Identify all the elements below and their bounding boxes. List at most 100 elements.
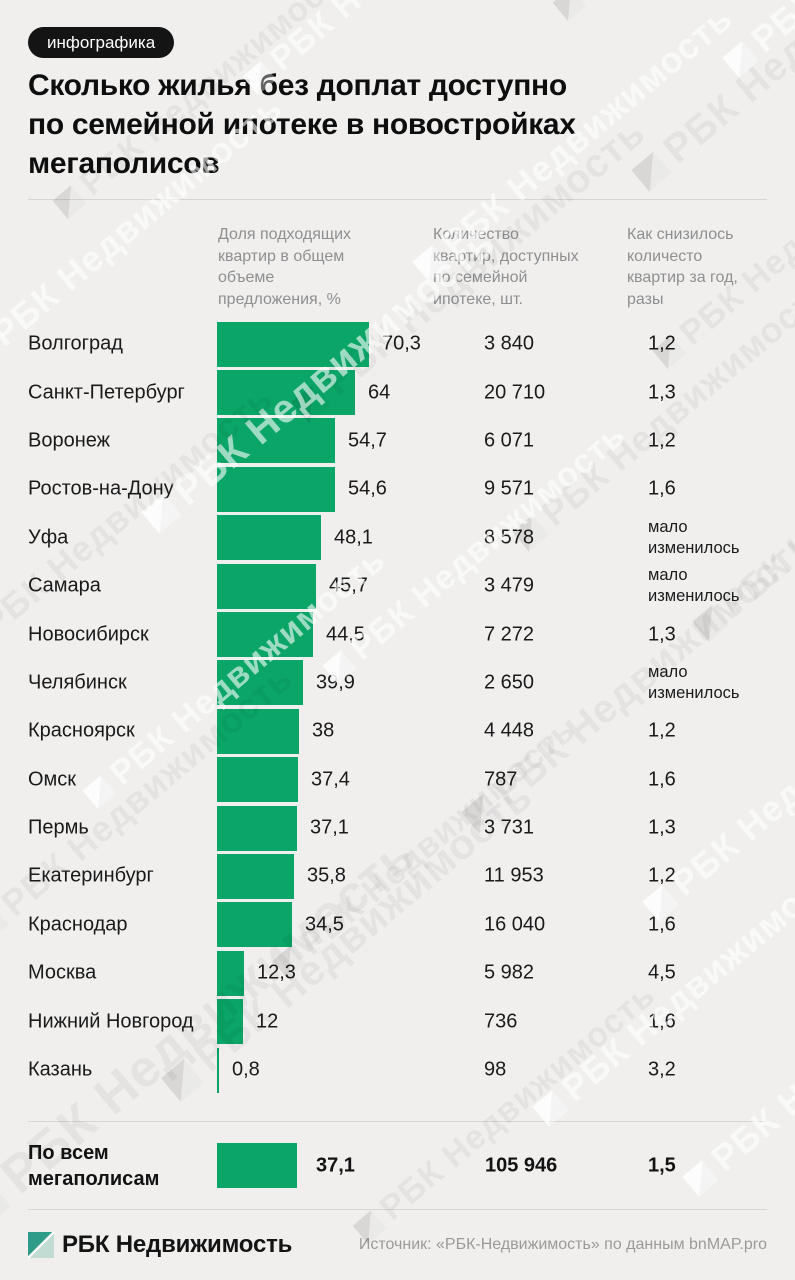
table-row: Ростов-на-Дону 54,6 9 571 1,6 — [0, 465, 795, 513]
city-label: Пермь — [28, 816, 89, 839]
count-value: 7 272 — [484, 623, 535, 646]
city-label: Ростов-на-Дону — [28, 477, 174, 500]
share-value: 37,1 — [310, 816, 349, 839]
summary-row: По всем мегаполисам 37,1 105 946 1,5 — [0, 1122, 795, 1209]
count-value: 20 710 — [484, 381, 546, 404]
count-value: 5 982 — [484, 961, 535, 984]
share-value: 39,9 — [316, 671, 355, 694]
drop-value: 1,6 — [648, 1010, 676, 1033]
table-row: Самара 45,7 3 479 мало изменилось — [0, 562, 795, 610]
count-value: 787 — [484, 768, 518, 791]
footer: РБК Недвижимость Источник: «РБК-Недвижим… — [0, 1209, 795, 1280]
drop-value: 1,2 — [648, 332, 676, 355]
share-value: 12,3 — [257, 961, 296, 984]
share-bar — [217, 563, 316, 609]
drop-value: 1,3 — [648, 816, 676, 839]
watermark-logo-icon — [552, 0, 587, 22]
column-header-count: Количество квартир, доступных по семейной и… — [433, 226, 579, 308]
divider-summary-bottom — [28, 1209, 767, 1210]
count-value: 6 071 — [484, 429, 535, 452]
drop-value: 1,6 — [648, 477, 676, 500]
column-header-share: Доля подходящих квартир в общем объеме пред… — [218, 226, 352, 308]
city-label: Нижний Новгород — [28, 1010, 194, 1033]
city-label: Новосибирск — [28, 623, 149, 646]
drop-value: 1,6 — [648, 768, 676, 791]
drop-value: 4,5 — [648, 961, 676, 984]
share-value: 44,5 — [326, 623, 365, 646]
share-bar — [217, 660, 303, 706]
drop-value: 1,2 — [648, 719, 676, 742]
share-value: 48,1 — [334, 526, 373, 549]
city-label: Москва — [28, 961, 97, 984]
chart-rows: Волгоград 70,3 3 840 1,2 Санкт-Петербург… — [0, 320, 795, 1094]
table-row: Санкт-Петербург 64 20 710 1,3 — [0, 368, 795, 416]
table-row: Воронеж 54,7 6 071 1,2 — [0, 417, 795, 465]
city-label: Краснодар — [28, 913, 128, 936]
share-bar — [217, 950, 244, 996]
share-value: 70,3 — [382, 332, 421, 355]
share-value: 64 — [368, 381, 391, 404]
watermark-text: РБК Недвижимость — [547, 0, 795, 26]
share-bar — [217, 321, 369, 367]
share-value: 38 — [312, 719, 335, 742]
city-label: Воронеж — [28, 429, 111, 452]
brand-name: РБК Недвижимость — [62, 1230, 293, 1258]
drop-value: мало изменилось — [648, 566, 740, 606]
watermark-text: РБК Недвижимость — [626, 0, 795, 198]
share-value: 54,7 — [348, 429, 387, 452]
badge-label: инфографика — [47, 33, 156, 52]
city-label: Омск — [28, 768, 77, 791]
share-value: 34,5 — [305, 913, 344, 936]
count-value: 11 953 — [484, 864, 544, 887]
count-value: 2 650 — [484, 671, 535, 694]
summary-label: По всем мегаполисам — [28, 1141, 160, 1190]
infographic-badge: инфографика — [28, 27, 175, 58]
share-value: 54,6 — [348, 477, 387, 500]
share-bar — [217, 418, 335, 464]
table-row: Екатеринбург 35,8 11 953 1,2 — [0, 852, 795, 900]
city-label: Челябинск — [28, 671, 127, 694]
share-value: 35,8 — [307, 864, 346, 887]
drop-value: мало изменилось — [648, 662, 740, 702]
share-value: 12 — [256, 1010, 279, 1033]
share-bar — [217, 853, 294, 899]
table-row: Красноярск 38 4 448 1,2 — [0, 707, 795, 755]
brand: РБК Недвижимость — [28, 1231, 292, 1259]
share-bar — [217, 612, 313, 658]
share-bar — [217, 999, 243, 1045]
city-label: Екатеринбург — [28, 864, 154, 887]
share-bar — [217, 902, 292, 948]
share-value: 45,7 — [329, 574, 368, 597]
watermark-text: РБК Недвижимость — [717, 0, 795, 83]
count-value: 98 — [484, 1058, 507, 1081]
table-row: Москва 12,3 5 982 4,5 — [0, 949, 795, 997]
table-row: Омск 37,4 787 1,6 — [0, 756, 795, 804]
count-value: 4 448 — [484, 719, 535, 742]
count-value: 3 479 — [484, 574, 535, 597]
share-bar — [217, 708, 299, 754]
share-bar — [217, 805, 297, 851]
drop-value: 1,2 — [648, 429, 676, 452]
summary-count-value: 105 946 — [485, 1154, 558, 1176]
city-label: Уфа — [28, 526, 69, 549]
table-row: Нижний Новгород 12 736 1,6 — [0, 997, 795, 1045]
drop-value: 1,3 — [648, 623, 676, 646]
drop-value: 1,2 — [648, 864, 676, 887]
count-value: 16 040 — [484, 913, 546, 936]
share-bar — [217, 515, 321, 561]
watermark-logo-icon — [631, 151, 672, 192]
watermark-logo-icon — [722, 41, 759, 78]
drop-value: 3,2 — [648, 1058, 676, 1081]
count-value: 736 — [484, 1010, 518, 1033]
drop-value: 1,3 — [648, 381, 676, 404]
count-value: 3 840 — [484, 332, 535, 355]
share-bar — [217, 757, 298, 803]
page-title: Сколько жилья без доплат доступно по семе… — [28, 69, 576, 180]
share-bar — [217, 466, 335, 512]
share-value: 37,4 — [311, 768, 350, 791]
city-label: Самара — [28, 574, 101, 597]
summary-share-bar — [217, 1143, 297, 1188]
watermark-logo-icon — [52, 184, 87, 220]
table-row: Казань 0,8 98 3,2 — [0, 1046, 795, 1094]
